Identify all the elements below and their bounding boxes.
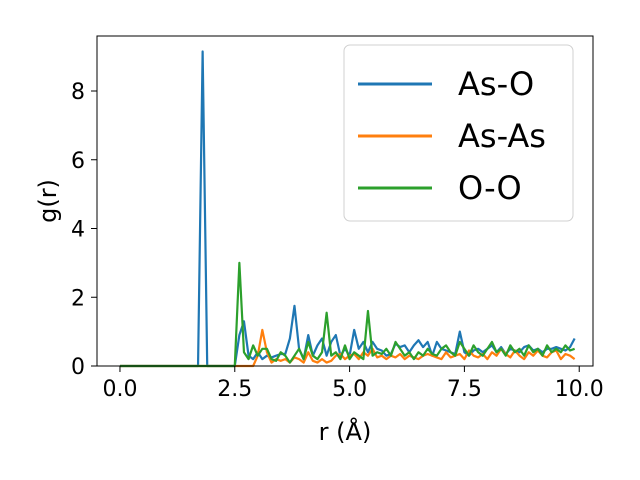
y-tick-label: 6: [71, 149, 85, 174]
y-tick-label: 2: [71, 286, 85, 311]
plot-frame: [96, 35, 594, 367]
x-tick-label: 0.0: [102, 377, 137, 402]
x-axis-label: r (Å): [319, 417, 372, 446]
legend: As-O As-As O-O: [343, 44, 574, 222]
x-tick-label: 7.5: [447, 377, 482, 402]
x-tick-label: 10.0: [555, 377, 604, 402]
y-tick-label: 8: [71, 80, 85, 105]
y-axis-label: g(r): [34, 179, 62, 223]
legend-label: As-O: [458, 65, 534, 103]
y-tick-label: 4: [71, 218, 85, 243]
y-axis: 0 2 4 6 8: [71, 80, 97, 380]
x-tick-label: 5.0: [332, 377, 367, 402]
legend-label: O-O: [458, 169, 522, 207]
x-tick-label: 2.5: [217, 377, 252, 402]
legend-items: As-O As-As O-O: [358, 65, 546, 207]
legend-box: [343, 44, 574, 222]
legend-label: As-As: [458, 117, 546, 155]
x-axis: 0.0 2.5 5.0 7.5 10.0: [102, 366, 604, 402]
y-tick-label: 0: [71, 355, 85, 380]
